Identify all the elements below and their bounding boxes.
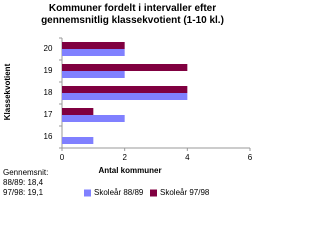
- y-tick-label: 20: [44, 44, 53, 53]
- bar: [62, 49, 125, 56]
- x-tick-label: 2: [122, 153, 127, 162]
- page: Kommuner fordelt i intervaller efter gen…: [3, 3, 253, 197]
- y-tick-label: 17: [44, 110, 53, 119]
- bar: [62, 64, 188, 71]
- bar: [62, 86, 188, 93]
- bar: [62, 93, 188, 100]
- bar: [62, 115, 125, 122]
- bar: [62, 137, 94, 144]
- annotation: Gennemsnit:: [3, 168, 48, 177]
- x-tick-label: 0: [60, 153, 65, 162]
- chart-title: Kommuner fordelt i intervaller efter gen…: [41, 3, 224, 26]
- y-tick-label: 19: [44, 66, 53, 75]
- legend-label: Skoleår 88/89: [94, 188, 144, 197]
- y-tick-label: 18: [44, 88, 53, 97]
- chart: Klassekvotient Antal kommuner 0 2 4 6 20 19 18…: [3, 37, 253, 197]
- bar: [62, 108, 94, 115]
- annotation: 88/89: 18,4: [3, 178, 44, 187]
- bar: [62, 71, 125, 78]
- legend-swatch: [84, 189, 91, 197]
- y-axis-label: Klassekvotient: [3, 63, 12, 120]
- x-tick-label: 6: [248, 153, 253, 162]
- annotation: 97/98: 19,1: [3, 188, 44, 197]
- legend-swatch: [150, 189, 157, 197]
- x-axis-label: Antal kommuner: [98, 166, 161, 175]
- legend-label: Skoleår 97/98: [160, 188, 210, 197]
- x-tick-label: 4: [185, 153, 190, 162]
- y-tick-label: 16: [44, 132, 53, 141]
- bar: [62, 42, 125, 49]
